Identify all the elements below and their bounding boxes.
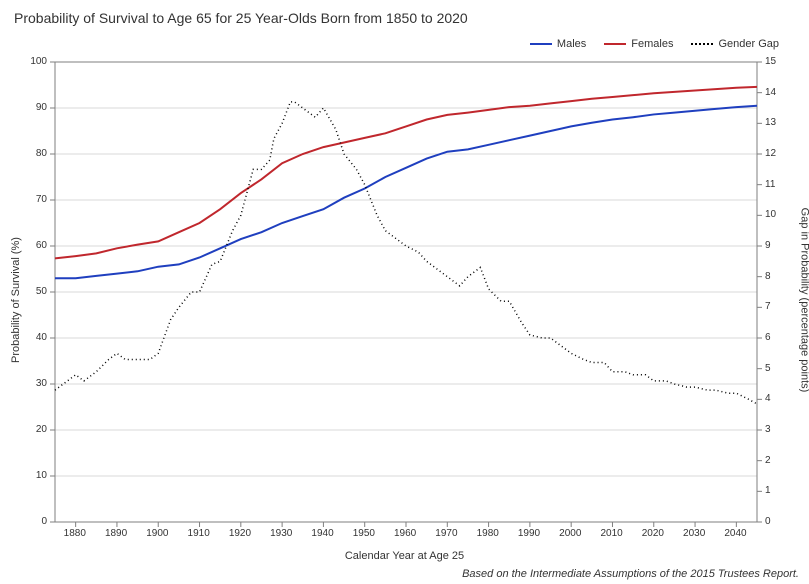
x-tick: 1880 (64, 528, 86, 539)
x-tick: 2040 (724, 528, 746, 539)
y-right-tick: 11 (765, 179, 775, 190)
y-right-tick: 3 (765, 424, 771, 435)
survival-probability-chart: Probability of Survival to Age 65 for 25… (0, 0, 809, 584)
y-left-tick: 100 (30, 56, 47, 67)
x-tick: 1920 (229, 528, 251, 539)
x-tick: 1890 (105, 528, 127, 539)
y-right-tick: 4 (765, 393, 771, 404)
y-left-tick: 30 (36, 378, 47, 389)
y-left-tick: 0 (41, 516, 47, 527)
legend-label-females: Females (631, 38, 673, 50)
y-right-tick: 0 (765, 516, 771, 527)
y-left-tick: 50 (36, 286, 47, 297)
x-tick: 1930 (270, 528, 292, 539)
legend-item-gap: Gender Gap (691, 38, 779, 50)
y-right-tick: 12 (765, 148, 776, 159)
chart-legend: Males Females Gender Gap (530, 38, 779, 50)
y-right-tick: 13 (765, 117, 776, 128)
legend-swatch-females (604, 43, 626, 45)
x-tick: 1910 (188, 528, 210, 539)
x-tick: 2030 (683, 528, 705, 539)
legend-label-gap: Gender Gap (718, 38, 779, 50)
y-left-tick: 60 (36, 240, 47, 251)
x-tick: 1960 (394, 528, 416, 539)
y-right-tick: 2 (765, 455, 771, 466)
y-right-tick: 8 (765, 271, 771, 282)
legend-label-males: Males (557, 38, 586, 50)
x-tick: 1940 (311, 528, 333, 539)
x-tick: 2000 (559, 528, 581, 539)
y-left-tick: 10 (36, 470, 47, 481)
y-right-tick: 1 (765, 485, 771, 496)
chart-footnote: Based on the Intermediate Assumptions of… (462, 568, 799, 580)
plot-area (55, 62, 757, 522)
y-left-axis-label: Probability of Survival (%) (10, 237, 22, 363)
chart-title: Probability of Survival to Age 65 for 25… (14, 10, 468, 26)
y-right-tick: 6 (765, 332, 771, 343)
x-tick: 1970 (435, 528, 457, 539)
x-tick: 1900 (146, 528, 168, 539)
y-right-tick: 9 (765, 240, 771, 251)
x-axis-label: Calendar Year at Age 25 (345, 550, 464, 562)
legend-item-males: Males (530, 38, 586, 50)
legend-item-females: Females (604, 38, 673, 50)
y-left-tick: 80 (36, 148, 47, 159)
legend-swatch-gap (691, 43, 713, 45)
y-left-tick: 70 (36, 194, 47, 205)
y-right-tick: 14 (765, 87, 776, 98)
y-right-axis-label: Gap in Probability (percentage points) (799, 208, 809, 393)
y-right-tick: 5 (765, 363, 771, 374)
legend-swatch-males (530, 43, 552, 45)
y-right-tick: 7 (765, 301, 771, 312)
y-left-tick: 40 (36, 332, 47, 343)
x-tick: 1980 (477, 528, 499, 539)
x-tick: 1950 (353, 528, 375, 539)
y-right-tick: 10 (765, 209, 776, 220)
x-tick: 2010 (600, 528, 622, 539)
y-left-tick: 90 (36, 102, 47, 113)
x-tick: 2020 (642, 528, 664, 539)
y-left-tick: 20 (36, 424, 47, 435)
x-tick: 1990 (518, 528, 540, 539)
y-right-tick: 15 (765, 56, 776, 67)
